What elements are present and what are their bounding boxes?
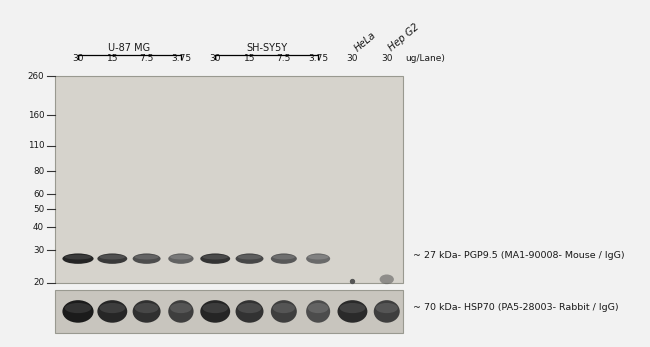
Ellipse shape	[374, 300, 400, 323]
Text: 30: 30	[33, 246, 44, 255]
Ellipse shape	[203, 255, 228, 260]
Ellipse shape	[235, 300, 263, 323]
Text: 3.75: 3.75	[308, 54, 328, 63]
Text: 160: 160	[27, 111, 44, 120]
Ellipse shape	[200, 253, 230, 264]
Ellipse shape	[98, 300, 127, 323]
Ellipse shape	[308, 303, 328, 313]
Ellipse shape	[133, 253, 161, 264]
Text: ~ 27 kDa- PGP9.5 (MA1-90008- Mouse / IgG): ~ 27 kDa- PGP9.5 (MA1-90008- Mouse / IgG…	[413, 251, 625, 260]
Ellipse shape	[271, 253, 297, 264]
Text: 30: 30	[72, 54, 84, 63]
Text: 260: 260	[27, 72, 44, 81]
Ellipse shape	[308, 255, 328, 260]
Ellipse shape	[337, 300, 367, 323]
Ellipse shape	[271, 300, 297, 323]
Text: ug/Lane): ug/Lane)	[405, 54, 445, 63]
Ellipse shape	[273, 255, 295, 260]
Ellipse shape	[168, 300, 194, 323]
Text: 80: 80	[33, 167, 44, 176]
Ellipse shape	[306, 253, 330, 264]
Text: 40: 40	[33, 222, 44, 231]
Ellipse shape	[203, 303, 228, 313]
Text: 30: 30	[209, 54, 221, 63]
Ellipse shape	[168, 253, 194, 264]
Text: U-87 MG: U-87 MG	[109, 43, 151, 53]
Ellipse shape	[200, 300, 230, 323]
Ellipse shape	[273, 303, 295, 313]
Text: 15: 15	[244, 54, 255, 63]
Ellipse shape	[98, 253, 127, 264]
Text: 3.75: 3.75	[171, 54, 191, 63]
Ellipse shape	[376, 303, 398, 313]
Text: 7.5: 7.5	[139, 54, 154, 63]
Text: HeLa: HeLa	[352, 29, 378, 53]
Ellipse shape	[65, 255, 91, 260]
Ellipse shape	[306, 300, 330, 323]
Ellipse shape	[340, 303, 365, 313]
Text: SH-SY5Y: SH-SY5Y	[246, 43, 287, 53]
Text: 20: 20	[33, 278, 44, 287]
Ellipse shape	[170, 255, 192, 260]
Ellipse shape	[238, 303, 261, 313]
Text: 30: 30	[346, 54, 358, 63]
Text: Hep G2: Hep G2	[387, 22, 421, 53]
Ellipse shape	[62, 253, 94, 264]
Ellipse shape	[238, 255, 261, 260]
Ellipse shape	[135, 303, 159, 313]
Ellipse shape	[380, 274, 394, 284]
Point	[347, 278, 358, 284]
Text: ~ 70 kDa- HSP70 (PA5-28003- Rabbit / IgG): ~ 70 kDa- HSP70 (PA5-28003- Rabbit / IgG…	[413, 304, 618, 312]
FancyBboxPatch shape	[55, 290, 403, 333]
Ellipse shape	[133, 300, 161, 323]
Text: 110: 110	[27, 141, 44, 150]
Ellipse shape	[99, 303, 125, 313]
Text: 50: 50	[33, 204, 44, 213]
Text: 30: 30	[381, 54, 393, 63]
Ellipse shape	[235, 253, 263, 264]
Text: 15: 15	[107, 54, 118, 63]
Text: 60: 60	[33, 190, 44, 199]
Ellipse shape	[99, 255, 125, 260]
Ellipse shape	[65, 303, 91, 313]
Ellipse shape	[62, 300, 94, 323]
FancyBboxPatch shape	[55, 76, 403, 283]
Ellipse shape	[170, 303, 192, 313]
Text: 7.5: 7.5	[277, 54, 291, 63]
Ellipse shape	[135, 255, 159, 260]
